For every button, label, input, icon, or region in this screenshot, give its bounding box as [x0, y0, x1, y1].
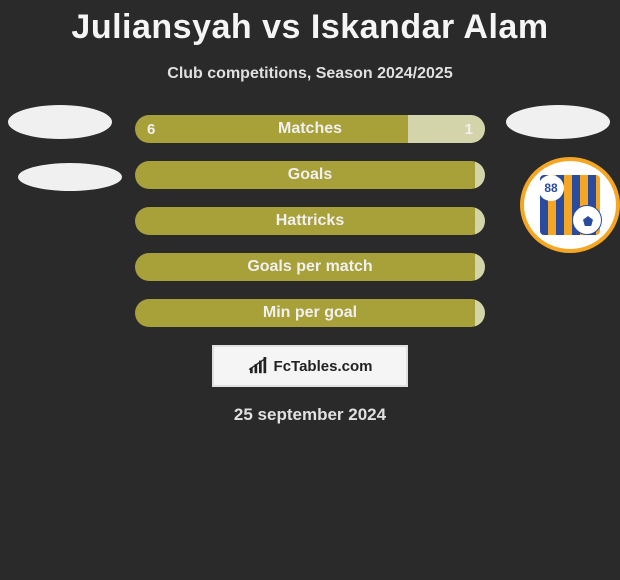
- stat-row: Goals: [135, 161, 485, 189]
- club-badge-number: 88: [538, 175, 564, 201]
- stat-row: Min per goal: [135, 299, 485, 327]
- stat-value-right: 1: [465, 121, 473, 138]
- stat-fill-right: [475, 161, 486, 189]
- stat-fill-right: [475, 253, 486, 281]
- stat-row: Goals per match: [135, 253, 485, 281]
- stat-fill-right: [475, 299, 486, 327]
- stat-row: Hattricks: [135, 207, 485, 235]
- chart-icon: [248, 357, 270, 375]
- stat-fill-right: [408, 115, 485, 143]
- player-left-avatar-shadow: [18, 163, 122, 191]
- page-title: Juliansyah vs Iskandar Alam: [0, 0, 620, 47]
- player-right-avatar: [506, 105, 610, 139]
- player-left-avatar: [8, 105, 112, 139]
- site-badge-inner: FcTables.com: [214, 347, 406, 385]
- stat-fill-left: [135, 115, 408, 143]
- stat-fill-left: [135, 253, 475, 281]
- club-badge-ball-icon: [572, 205, 602, 235]
- stat-fill-right: [475, 207, 486, 235]
- club-badge: 88: [520, 157, 620, 253]
- stat-fill-left: [135, 161, 475, 189]
- stat-fill-left: [135, 207, 475, 235]
- stat-fill-left: [135, 299, 475, 327]
- stats-area: 88 Matches61GoalsHattricksGoals per matc…: [0, 115, 620, 327]
- date-line: 25 september 2024: [0, 405, 620, 425]
- club-badge-circle: 88: [520, 157, 620, 253]
- stat-rows: Matches61GoalsHattricksGoals per matchMi…: [135, 115, 485, 327]
- stat-value-left: 6: [147, 121, 155, 138]
- stat-row: Matches61: [135, 115, 485, 143]
- site-badge: FcTables.com: [212, 345, 408, 387]
- subtitle: Club competitions, Season 2024/2025: [0, 47, 620, 83]
- site-name: FcTables.com: [274, 358, 373, 375]
